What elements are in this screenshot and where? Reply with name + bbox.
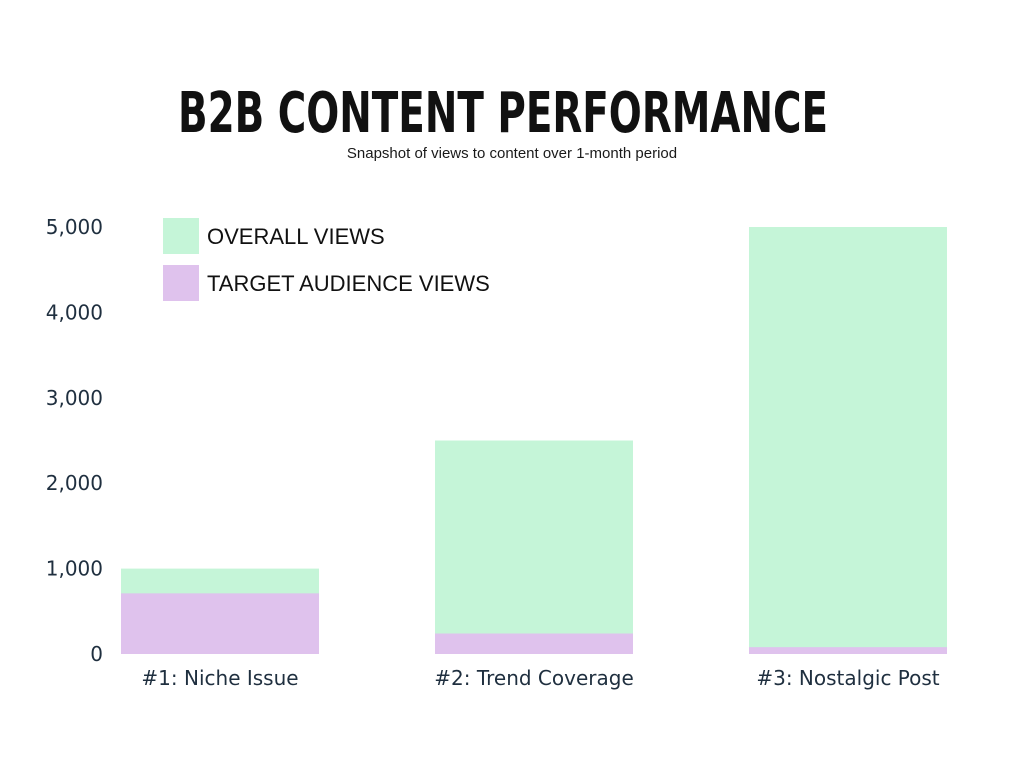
target-audience-bar-1: [121, 593, 319, 654]
legend-swatch: [163, 218, 199, 254]
y-tick-label: 4,000: [46, 300, 103, 324]
bars-group: [121, 227, 947, 654]
chart-title: B2B CONTENT PERFORMANCE: [178, 81, 828, 146]
overall-views-bar-2: [435, 440, 633, 654]
legend-swatch: [163, 265, 199, 301]
x-tick-label: #1: Niche Issue: [141, 666, 298, 690]
x-axis: #1: Niche Issue #2: Trend Coverage #3: Nos…: [141, 666, 939, 690]
x-tick-label: #2: Trend Coverage: [434, 666, 634, 690]
legend-label: TARGET AUDIENCE VIEWS: [207, 271, 490, 296]
target-audience-bar-2: [435, 633, 633, 654]
overall-views-bar-3: [749, 227, 947, 654]
legend-label: OVERALL VIEWS: [207, 224, 385, 249]
y-tick-label: 0: [90, 642, 103, 666]
y-tick-label: 5,000: [46, 215, 103, 239]
chart-subtitle: Snapshot of views to content over 1-mont…: [347, 145, 677, 162]
x-tick-label: #3: Nostalgic Post: [756, 666, 939, 690]
target-audience-bar-3: [749, 647, 947, 654]
legend: OVERALL VIEWS TARGET AUDIENCE VIEWS: [163, 218, 490, 301]
y-tick-label: 2,000: [46, 471, 103, 495]
y-tick-label: 3,000: [46, 386, 103, 410]
y-tick-label: 1,000: [46, 557, 103, 581]
y-axis: 0 1,000 2,000 3,000 4,000 5,000: [46, 215, 103, 666]
